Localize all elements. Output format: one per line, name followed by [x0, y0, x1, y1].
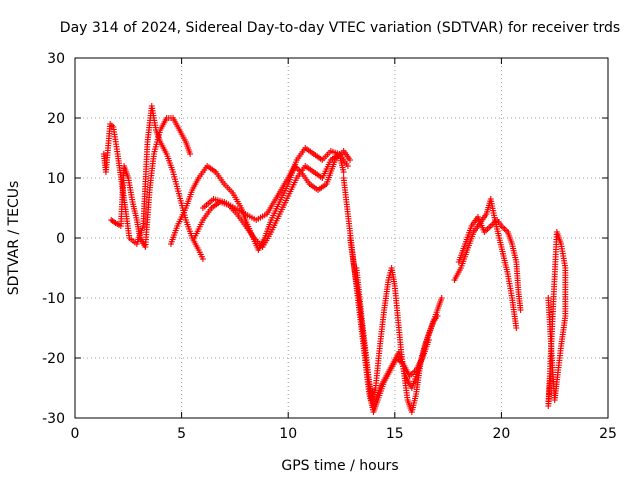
y-tick-label: -20 [42, 351, 65, 367]
y-tick-label: 0 [56, 231, 65, 247]
data-point [347, 157, 354, 163]
grid-lines [75, 58, 608, 418]
y-tick-label: -30 [42, 411, 65, 427]
y-tick-label: -10 [42, 291, 65, 307]
tick-labels: 0 5 10 15 20 25 -30 -20 -10 0 10 20 30 [42, 51, 617, 442]
x-tick-label: 10 [279, 426, 297, 442]
y-tick-label: 20 [47, 111, 65, 127]
data-point [344, 163, 351, 169]
data-point [513, 325, 520, 331]
data-point [438, 295, 445, 301]
data-point [340, 169, 347, 175]
data-point [547, 373, 554, 379]
x-tick-label: 15 [386, 426, 404, 442]
data-point [187, 151, 194, 157]
y-axis-label: SDTVAR / TECUs [6, 181, 22, 296]
y-tick-label: 10 [47, 171, 65, 187]
data-point [111, 219, 118, 225]
x-axis-label: GPS time / hours [281, 458, 398, 474]
data-point [199, 256, 206, 262]
chart-title: Day 314 of 2024, Sidereal Day-to-day VTE… [60, 20, 620, 36]
x-tick-label: 0 [71, 426, 80, 442]
x-tick-label: 20 [492, 426, 510, 442]
data-point [517, 307, 524, 313]
x-tick-label: 5 [177, 426, 186, 442]
plot-frame [74, 57, 609, 419]
x-tick-label: 25 [599, 426, 617, 442]
data-points [100, 103, 569, 415]
y-tick-label: 30 [47, 51, 65, 67]
axis-ticks [74, 57, 609, 419]
